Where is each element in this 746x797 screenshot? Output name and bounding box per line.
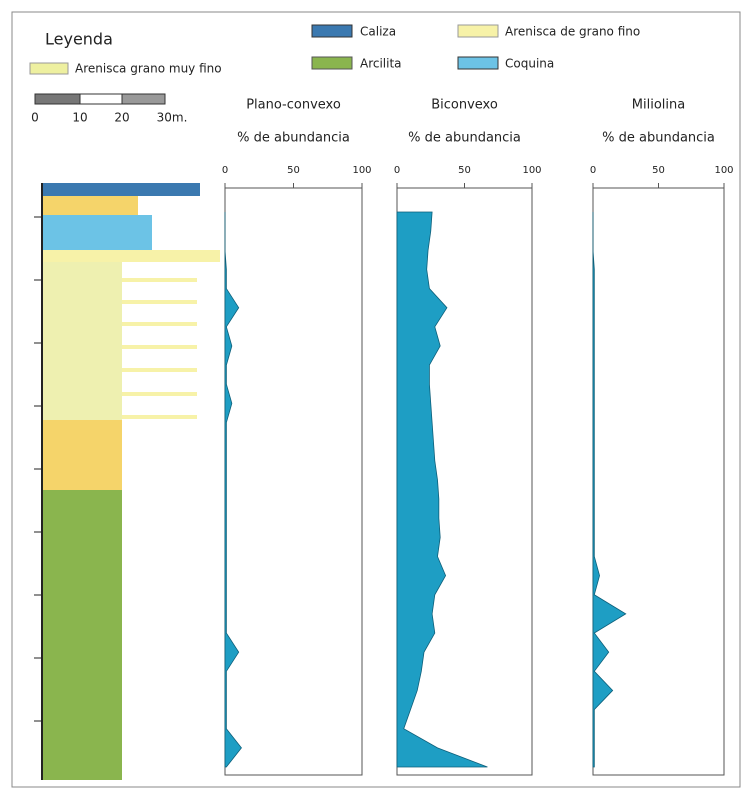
legend-item: Caliza [360, 25, 396, 39]
x-tick-label: 100 [522, 165, 541, 176]
swatch-coquina [457, 56, 499, 70]
x-tick-label: 50 [287, 165, 300, 176]
scale-label: 20 [114, 111, 129, 125]
legend-item: Arenisca de grano fino [505, 25, 640, 39]
legend-item: Arcilita [360, 57, 402, 71]
chart-title: Miliolina [632, 98, 685, 113]
chart-subtitle: % de abundancia [602, 131, 715, 146]
scale-label: 30m. [157, 111, 188, 125]
legend-title: Leyenda [45, 30, 113, 49]
x-tick-label: 100 [714, 165, 733, 176]
abundance-area [396, 211, 488, 768]
x-tick-label: 0 [222, 165, 228, 176]
legend-item: Coquina [505, 57, 554, 71]
chart-title: Plano-convexo [246, 98, 341, 113]
x-tick-label: 50 [458, 165, 471, 176]
swatch-caliza [311, 24, 353, 38]
plot-frame [592, 187, 725, 776]
scale-label: 0 [31, 111, 39, 125]
x-tick-label: 100 [352, 165, 371, 176]
chart-title: Biconvexo [431, 98, 498, 113]
swatch-arenisca-muy-fino [29, 62, 69, 75]
x-tick-label: 0 [590, 165, 596, 176]
outer-frame [11, 11, 741, 788]
lithologic-column [34, 183, 220, 780]
abundance-area [592, 212, 627, 768]
plot-frame [224, 187, 363, 776]
swatch-arcilita [311, 56, 353, 70]
chart-subtitle: % de abundancia [408, 131, 521, 146]
scale-bar [34, 93, 166, 105]
chart-subtitle: % de abundancia [237, 131, 350, 146]
x-tick-label: 50 [652, 165, 665, 176]
scale-label: 10 [72, 111, 87, 125]
abundance-area [224, 212, 242, 768]
swatch-arenisca-fino [457, 24, 499, 38]
x-tick-label: 0 [394, 165, 400, 176]
legend-item: Arenisca grano muy fino [75, 62, 222, 76]
